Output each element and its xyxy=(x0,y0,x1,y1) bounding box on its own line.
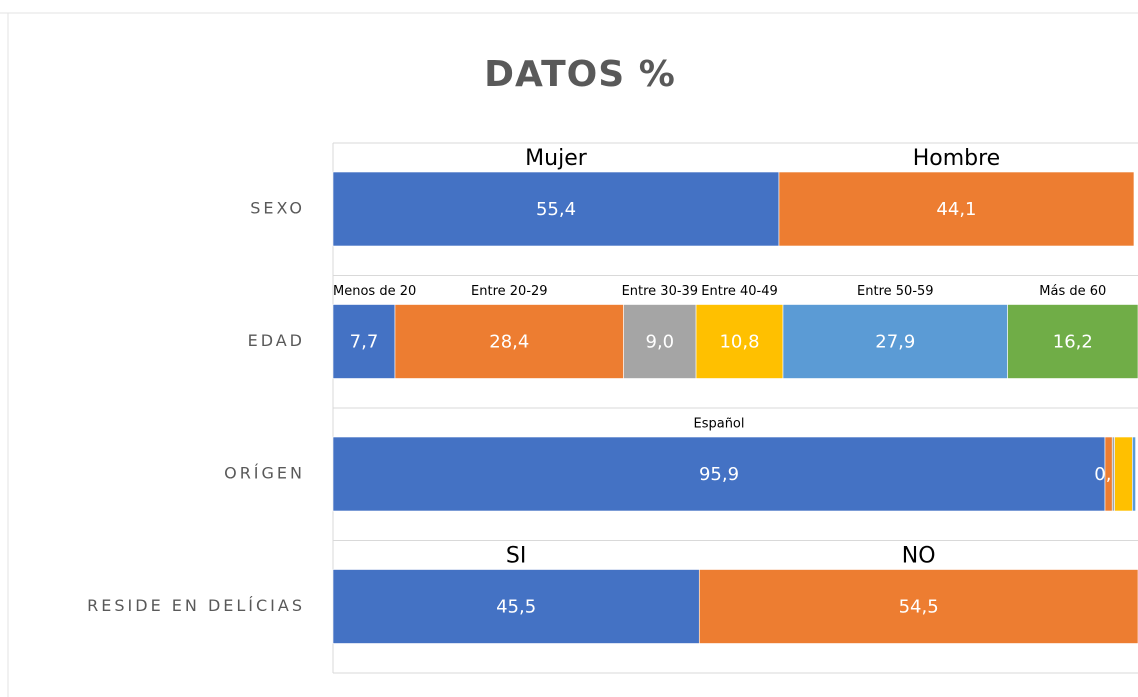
value-label: 55,4 xyxy=(536,199,576,220)
bar-segment xyxy=(695,304,784,379)
category-label: RESIDE EN DELÍCIAS xyxy=(87,596,305,615)
value-label: 95,9 xyxy=(699,464,739,485)
segment-name: Hombre xyxy=(913,146,1001,171)
segment-name: Más de 60 xyxy=(1039,284,1106,299)
value-label: 45,5 xyxy=(496,597,536,618)
segment-name: NO xyxy=(902,544,936,569)
segment-name: Entre 20-29 xyxy=(471,284,548,299)
value-label: 54,5 xyxy=(899,597,939,618)
category-label: ORÍGEN xyxy=(224,464,305,483)
segment-name: Entre 30-39 xyxy=(622,284,699,299)
segment-name: Español xyxy=(693,417,744,432)
segment-name: Entre 50-59 xyxy=(857,284,934,299)
bar-segment xyxy=(1007,304,1138,379)
value-label: 16,2 xyxy=(1053,332,1093,353)
value-label: 7,7 xyxy=(350,332,379,353)
bar-segment xyxy=(1132,436,1136,512)
bar-segment xyxy=(332,304,396,379)
value-label: 10,8 xyxy=(719,332,759,353)
value-label: 44,1 xyxy=(936,199,976,220)
bar-segment xyxy=(332,569,700,644)
bar-segment xyxy=(332,436,1106,512)
bar-segment xyxy=(1111,436,1115,512)
segment-name: Entre 40-49 xyxy=(701,284,778,299)
category-label: SEXO xyxy=(250,199,305,218)
segment-name: Mujer xyxy=(525,146,588,171)
bar-segment xyxy=(1114,436,1133,512)
segment-name: SI xyxy=(506,544,526,569)
value-label: 27,9 xyxy=(875,332,915,353)
chart-title: DATOS % xyxy=(484,54,676,95)
category-label: EDAD xyxy=(248,331,305,350)
segment-name: Menos de 20 xyxy=(333,284,416,299)
bar-segment xyxy=(778,171,1135,247)
value-label: 9,0 xyxy=(646,332,675,353)
bar-segment xyxy=(698,569,1138,644)
value-label: 28,4 xyxy=(489,332,529,353)
bar-segment xyxy=(782,304,1008,379)
bar-segment xyxy=(332,171,780,247)
